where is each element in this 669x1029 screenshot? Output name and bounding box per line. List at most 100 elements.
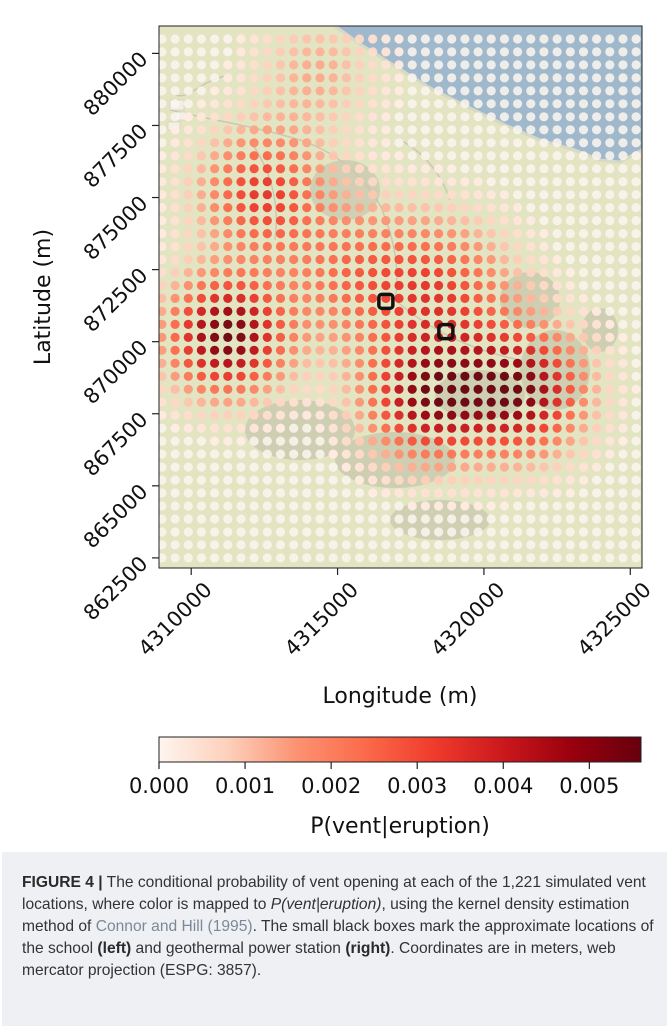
vent-point-1063 <box>513 190 523 200</box>
vent-point-4 <box>210 553 220 563</box>
vent-point-1102 <box>539 177 549 187</box>
vent-point-1127 <box>381 164 391 174</box>
vent-point-1048 <box>315 190 325 200</box>
vent-point-195 <box>289 488 299 498</box>
vent-point-248 <box>499 475 509 485</box>
vent-point-875 <box>473 254 483 265</box>
vent-point-287 <box>526 462 536 472</box>
vent-point-407 <box>159 410 167 420</box>
vent-point-336 <box>196 436 206 446</box>
vent-point-1167 <box>420 151 430 161</box>
x-tick-label: 4310000 <box>134 578 217 661</box>
vent-point-2 <box>183 553 193 563</box>
vent-point-748 <box>262 293 272 303</box>
vent-point-712 <box>275 306 286 316</box>
vent-point-1091 <box>394 177 404 187</box>
vent-point-12 <box>315 553 325 563</box>
vent-point-596 <box>210 345 220 355</box>
vent-point-434 <box>513 410 523 420</box>
vent-point-392 <box>447 423 457 433</box>
vent-point-853 <box>183 254 193 265</box>
vent-point-46 <box>275 540 286 550</box>
vent-point-886 <box>618 254 628 265</box>
vent-point-1212 <box>526 138 536 148</box>
vent-point-1329 <box>605 99 615 109</box>
vent-point-1025 <box>499 203 509 213</box>
vent-point-443 <box>631 410 641 420</box>
vent-point-839 <box>486 267 496 278</box>
vent-point-135 <box>473 514 483 524</box>
vent-point-79 <box>223 527 233 537</box>
vent-point-142 <box>565 514 575 524</box>
vent-point-1319 <box>473 99 483 109</box>
vent-point-555 <box>159 358 167 368</box>
vent-point-401 <box>565 423 575 433</box>
vent-point-504 <box>460 384 470 394</box>
vent-point-1140 <box>552 164 562 174</box>
vent-point-1350 <box>394 86 404 96</box>
vent-point-1501 <box>434 34 444 44</box>
vent-point-974 <box>315 216 325 226</box>
vent-point-399 <box>539 423 549 433</box>
vent-point-1463 <box>420 47 430 57</box>
vent-point-1493 <box>328 34 338 44</box>
vent-point-700 <box>605 319 615 329</box>
vent-point-977 <box>354 216 365 226</box>
vent-point-27 <box>513 553 523 563</box>
vent-point-1266 <box>262 112 272 122</box>
vent-point-644 <box>354 332 365 342</box>
vent-point-686 <box>420 319 430 329</box>
vent-point-1357 <box>486 86 496 96</box>
vent-point-1254 <box>592 125 602 135</box>
vent-point-1051 <box>354 190 365 200</box>
vent-point-1315 <box>420 99 430 109</box>
vent-point-1293 <box>618 112 628 122</box>
vent-point-888 <box>159 241 167 252</box>
vent-point-19 <box>407 553 417 563</box>
vent-point-1425 <box>407 60 417 70</box>
vent-point-661 <box>578 332 589 342</box>
vent-point-487 <box>236 384 246 394</box>
vent-point-986 <box>473 216 483 226</box>
vent-point-637 <box>262 332 272 342</box>
vent-point-499 <box>394 384 404 394</box>
vent-point-1333 <box>170 86 180 96</box>
vent-point-737 <box>605 306 615 316</box>
vent-point-117 <box>236 514 246 524</box>
vent-point-925 <box>159 229 167 239</box>
vent-point-997 <box>618 216 628 226</box>
vent-point-765 <box>486 293 496 303</box>
vent-point-954 <box>539 229 549 239</box>
vent-point-1075 <box>183 177 193 187</box>
vent-point-458 <box>341 397 351 407</box>
vent-point-823 <box>275 267 286 278</box>
vent-point-759 <box>407 293 417 303</box>
colorbar-label: P(vent|eruption) <box>310 814 490 839</box>
vent-point-1106 <box>592 177 602 187</box>
vent-point-653 <box>473 332 483 342</box>
vent-point-934 <box>275 229 286 239</box>
vent-point-438 <box>565 410 575 420</box>
vent-point-103 <box>539 527 549 537</box>
vent-point-1118 <box>262 164 272 174</box>
vent-point-1476 <box>592 47 602 57</box>
vent-point-774 <box>605 293 615 303</box>
vent-point-895 <box>249 241 259 252</box>
vent-point-40 <box>196 540 206 550</box>
caption-reference-link[interactable]: Connor and Hill (1995) <box>95 918 253 935</box>
vent-point-24 <box>473 553 483 563</box>
vent-point-619 <box>513 345 523 355</box>
vent-point-937 <box>315 229 325 239</box>
vent-point-428 <box>434 410 444 420</box>
vent-point-1097 <box>473 177 483 187</box>
vent-point-1077 <box>210 177 220 187</box>
vent-point-190 <box>223 488 233 498</box>
vent-point-1283 <box>486 112 496 122</box>
vent-point-1450 <box>249 47 259 57</box>
vent-point-189 <box>210 488 220 498</box>
vent-point-576 <box>434 358 444 368</box>
vent-point-1068 <box>578 190 589 200</box>
vent-point-554 <box>631 371 641 381</box>
vent-point-211 <box>499 488 509 498</box>
